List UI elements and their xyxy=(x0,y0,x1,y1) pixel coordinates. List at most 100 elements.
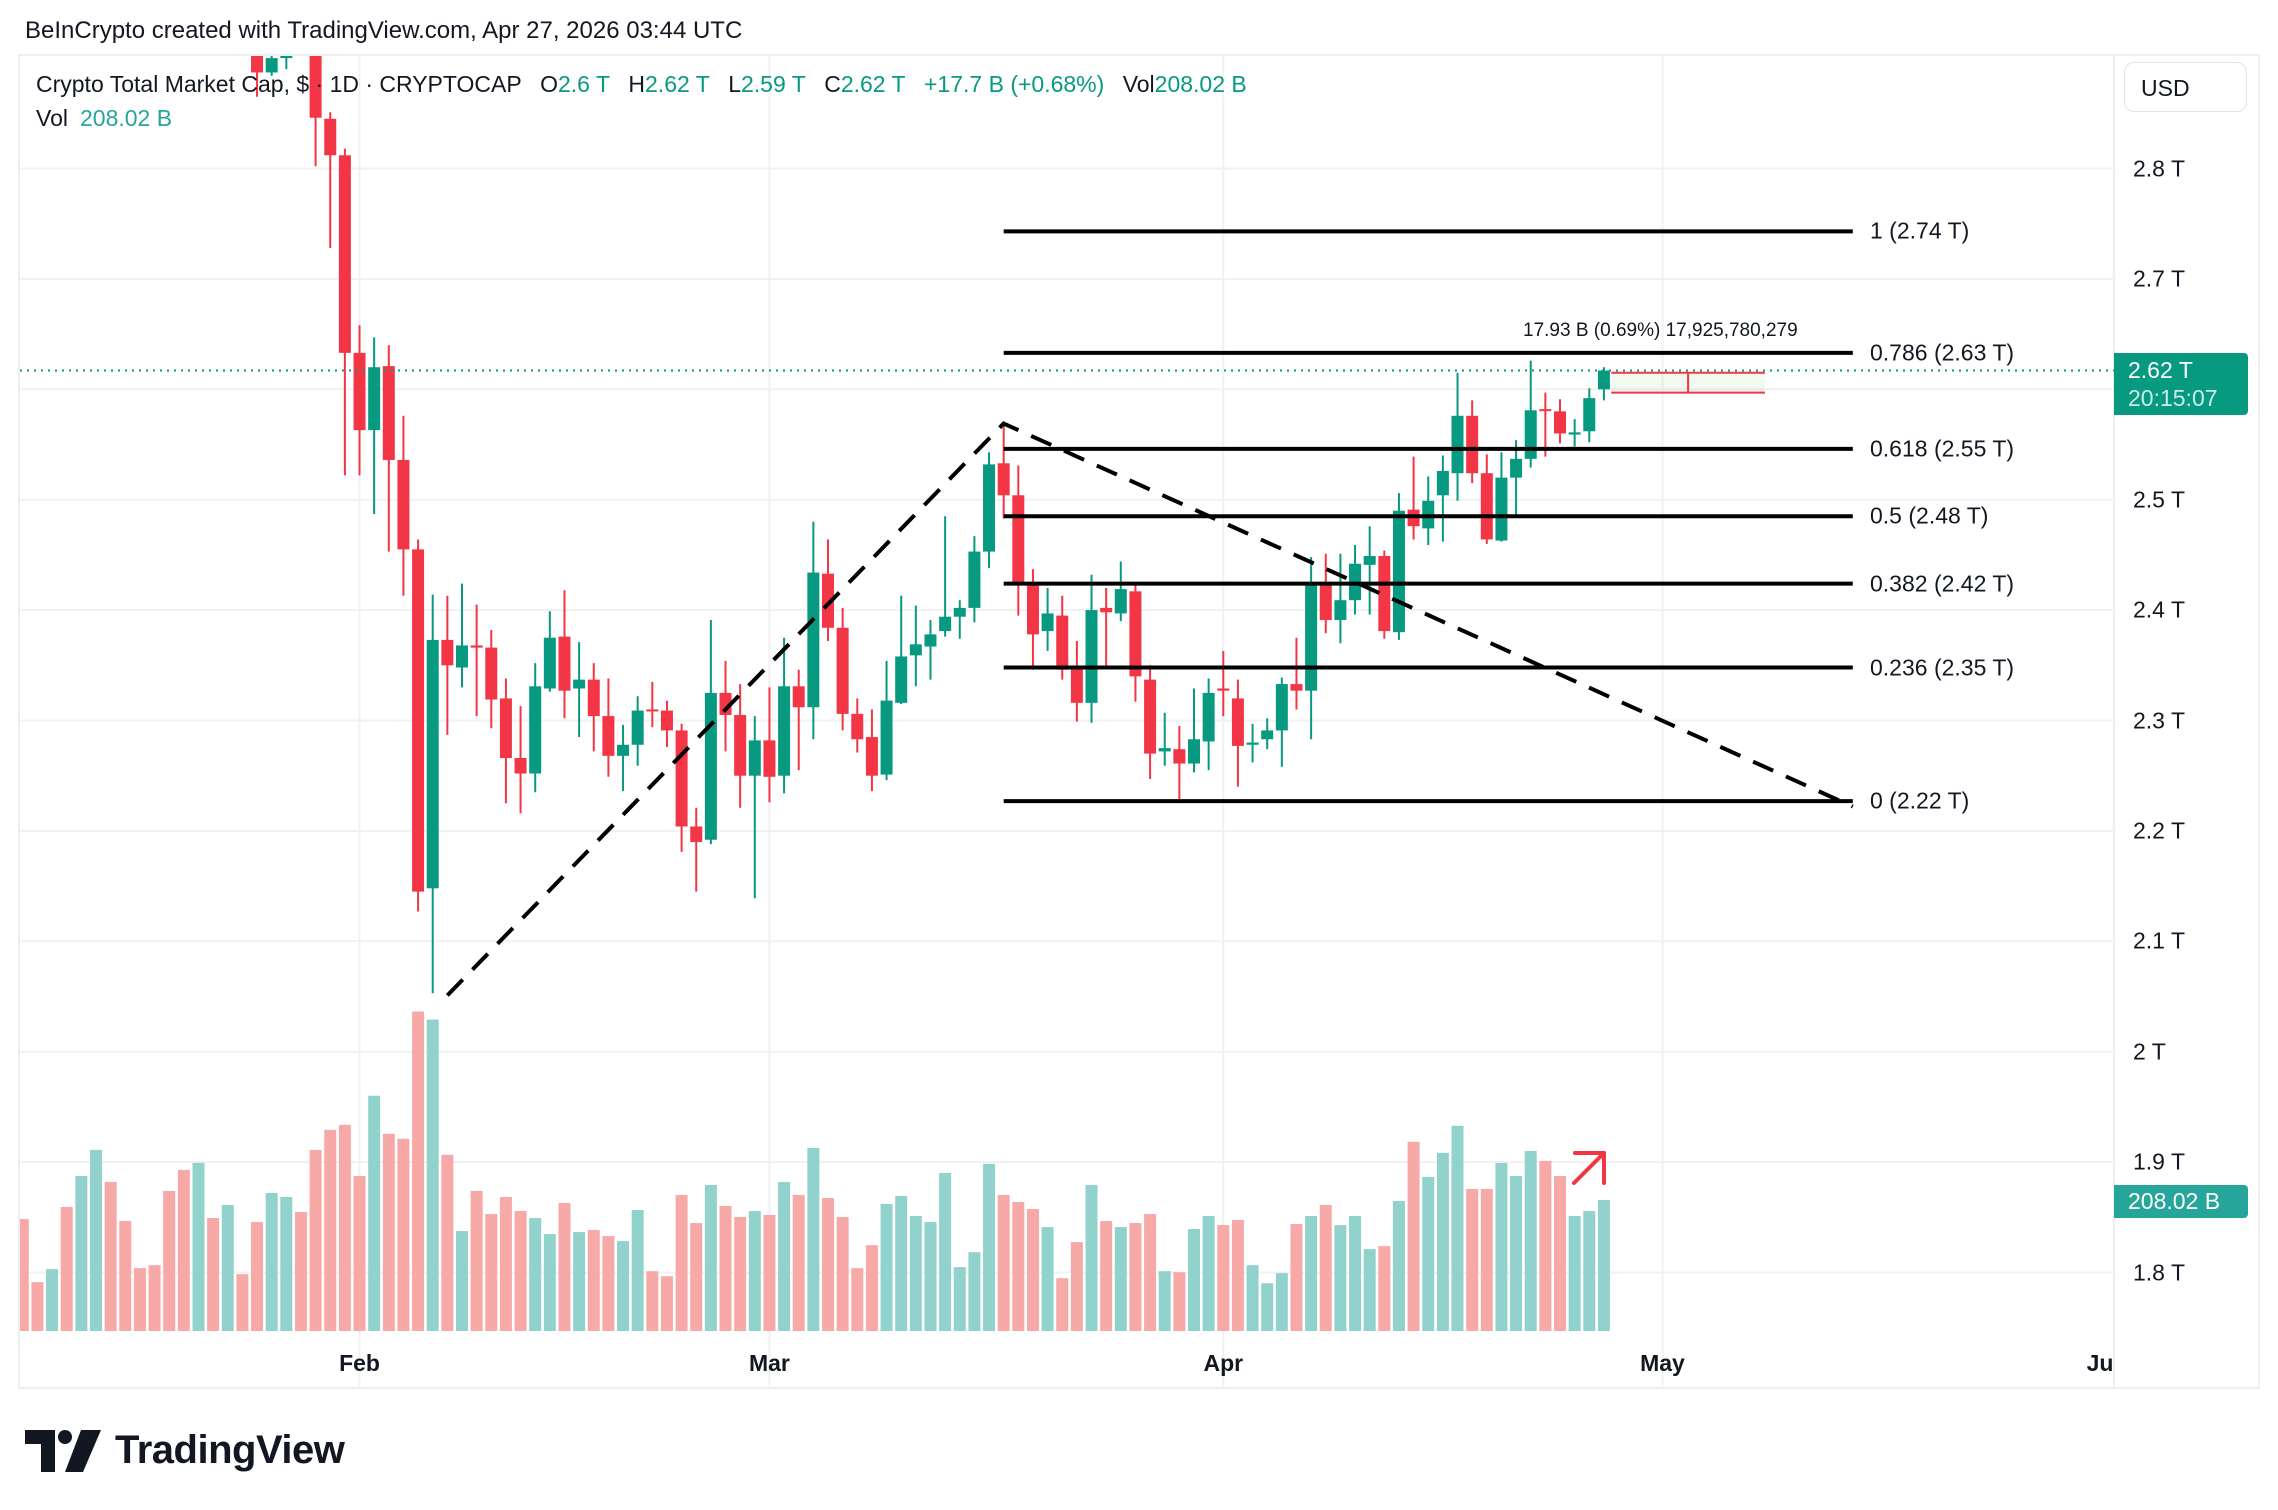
volume-bar xyxy=(1144,1214,1157,1331)
measure-label: 17.93 B (0.69%) 17,925,780,279 xyxy=(1523,320,1798,341)
candle-up xyxy=(1597,370,1610,390)
volume-bar xyxy=(1422,1176,1435,1331)
currency-button[interactable]: USD xyxy=(2124,62,2247,112)
candle-down xyxy=(412,549,425,892)
volume-bar xyxy=(1041,1227,1054,1331)
candle-up xyxy=(1158,748,1171,752)
candle-up xyxy=(1524,410,1537,459)
candle-down xyxy=(1056,615,1069,670)
price-tick-label: 2.2 T xyxy=(2133,817,2185,844)
plot-area[interactable] xyxy=(17,0,2114,1331)
volume-bar xyxy=(587,1230,600,1331)
volume-bar xyxy=(280,1196,293,1331)
trend-lines xyxy=(445,421,1854,997)
volume-bar xyxy=(221,1204,234,1331)
candle-down xyxy=(1070,667,1083,703)
volume-bar xyxy=(1290,1224,1303,1331)
candle-down xyxy=(324,118,337,156)
volume-label: Vol xyxy=(1122,71,1155,97)
volume-bar xyxy=(1188,1229,1200,1331)
volume-bar xyxy=(924,1222,937,1331)
candle-down xyxy=(485,647,498,700)
price-tick-label: 2.1 T xyxy=(2133,927,2185,954)
candle-up xyxy=(368,367,381,431)
arrow-up-right-icon xyxy=(1572,1151,1606,1185)
volume-bar xyxy=(719,1205,732,1331)
candle-up xyxy=(573,679,586,689)
volume-bar xyxy=(968,1252,981,1331)
time-tick-label: Ju xyxy=(2086,1350,2114,1376)
volume-bar xyxy=(426,1019,439,1331)
volume-bar xyxy=(763,1215,776,1331)
candle-up xyxy=(1114,589,1127,614)
price-tick-label: 2.5 T xyxy=(2133,486,2185,513)
candle-up xyxy=(895,656,908,703)
candle-down xyxy=(1173,749,1186,764)
candle-up xyxy=(1246,742,1259,745)
volume-bar xyxy=(939,1172,952,1331)
volume-bar xyxy=(1378,1246,1391,1331)
volume-bar xyxy=(529,1218,542,1331)
volume-bar xyxy=(1070,1242,1083,1331)
candle-up xyxy=(631,710,644,745)
gridlines xyxy=(20,56,2114,1388)
price-tick-label: 2 T xyxy=(2133,1038,2166,1065)
change-value: +17.7 B (+0.68%) xyxy=(924,71,1105,97)
candle-up xyxy=(704,692,717,840)
volume-bar xyxy=(1466,1188,1479,1331)
volume-bar xyxy=(734,1217,747,1331)
candle-down xyxy=(441,639,454,666)
volume-bar xyxy=(177,1169,190,1331)
candle-down xyxy=(1129,591,1142,677)
volume-bar xyxy=(1597,1200,1610,1331)
symbol-title[interactable]: Crypto Total Market Cap, $ · 1D · CRYPTO… xyxy=(36,71,522,97)
volume-bar xyxy=(119,1221,132,1331)
tradingview-wordmark: TradingView xyxy=(115,1428,345,1472)
candle-up xyxy=(778,686,791,776)
price-tick-label: 2.8 T xyxy=(2133,155,2185,181)
volume-bar xyxy=(309,1149,322,1331)
candle-up xyxy=(543,637,556,689)
volume-bar xyxy=(1436,1152,1449,1331)
volume-row-label[interactable]: Vol xyxy=(36,105,68,131)
volume-bar xyxy=(1554,1175,1566,1331)
candle-down xyxy=(792,686,805,708)
fib-level-label: 0.618 (2.55 T) xyxy=(1870,435,2015,462)
tradingview-logo-icon xyxy=(25,1429,101,1472)
candle-down xyxy=(470,645,483,648)
close-label: C xyxy=(824,71,841,97)
volume-bar xyxy=(90,1149,102,1331)
candle-up xyxy=(1188,739,1200,764)
candle-up xyxy=(617,744,630,756)
candles xyxy=(251,56,1610,994)
candle-down xyxy=(514,758,527,774)
volume-bar xyxy=(368,1095,381,1331)
volume-bar xyxy=(660,1276,673,1331)
price-tick-label: 2.4 T xyxy=(2133,596,2185,623)
candle-up xyxy=(968,551,981,608)
volume-bar xyxy=(543,1234,556,1331)
volume-bar xyxy=(851,1268,864,1331)
tradingview-logo[interactable]: TradingView xyxy=(25,1428,345,1473)
candle-down xyxy=(499,698,512,759)
candle-down xyxy=(675,730,688,827)
volume-bar xyxy=(207,1218,220,1331)
volume-bar xyxy=(1539,1160,1552,1331)
low-label: L xyxy=(728,71,741,97)
volume-bar xyxy=(778,1181,791,1331)
open-label: O xyxy=(540,71,558,97)
volume-bar xyxy=(1392,1201,1405,1331)
candle-up xyxy=(265,58,278,73)
volume-bar xyxy=(1568,1216,1581,1331)
candle-down xyxy=(1012,495,1025,584)
volume-bar xyxy=(485,1214,498,1331)
volume-bar xyxy=(338,1124,351,1331)
volume-bar xyxy=(836,1217,849,1331)
candle-down xyxy=(763,740,776,777)
volume-bar xyxy=(792,1194,805,1331)
candle-down xyxy=(646,709,659,712)
volume-bar xyxy=(1114,1227,1127,1331)
price-tick-label: 2.3 T xyxy=(2133,707,2185,733)
volume-bar xyxy=(441,1154,454,1331)
